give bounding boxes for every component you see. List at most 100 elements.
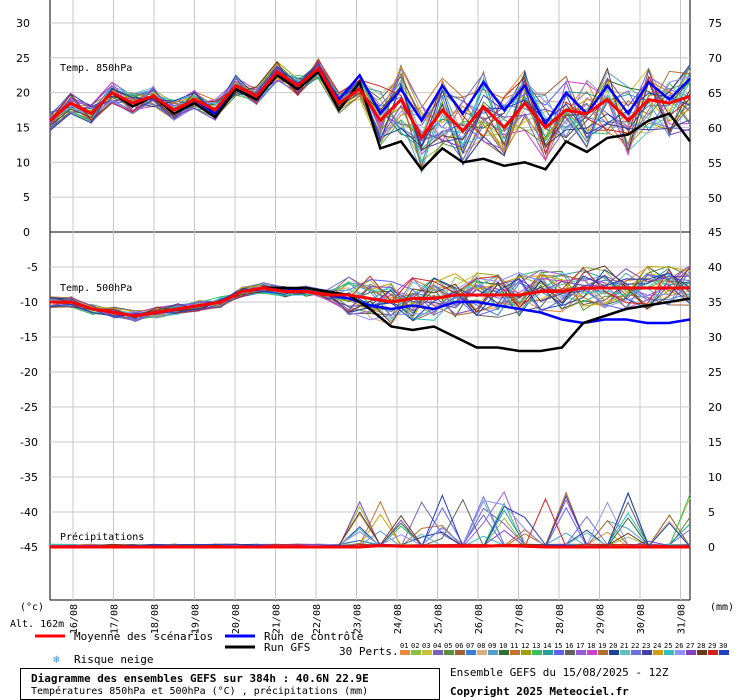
t500-right-tick: 5	[708, 506, 715, 519]
legend-member-number: 24	[653, 642, 661, 650]
date-label: 26/08	[474, 604, 485, 634]
member-line-500	[49, 267, 691, 318]
date-label: 28/08	[555, 604, 566, 634]
date-label: 16/08	[69, 604, 80, 634]
mean-line-500	[50, 286, 690, 318]
date-label: 29/08	[596, 604, 607, 634]
legend-member-number: 02	[411, 642, 419, 650]
t500-right-tick: 35	[708, 296, 722, 309]
legend-member-number: 30	[719, 642, 727, 650]
legend-control-label: Run de contrôle	[264, 630, 363, 643]
date-label: 30/08	[636, 604, 647, 634]
legend-member-number: 03	[422, 642, 430, 650]
t500-right-tick: 25	[708, 366, 722, 379]
legend-member-swatch	[576, 650, 586, 655]
t500-tick-label: -45	[20, 541, 38, 554]
date-label: 19/08	[191, 604, 202, 634]
t500-right-tick: 45	[708, 226, 722, 239]
date-label: 18/08	[150, 604, 161, 634]
legend-member-number: 17	[576, 642, 584, 650]
legend-member-swatch	[543, 650, 553, 655]
legend-member-swatch	[642, 650, 652, 655]
t850-right-tick: 65	[708, 87, 722, 100]
legend-member-number: 19	[598, 642, 606, 650]
t500-right-tick: 30	[708, 331, 722, 344]
t850-right-tick: 50	[708, 192, 722, 205]
t850-right-tick: 75	[708, 17, 722, 30]
legend-member-swatch	[598, 650, 608, 655]
legend-perts-label: 30 Perts.	[339, 645, 399, 658]
legend-member-number: 27	[686, 642, 694, 650]
legend-member-swatch	[422, 650, 432, 655]
date-label: 17/08	[110, 604, 121, 634]
legend-member-swatch	[477, 650, 487, 655]
legend-member-number: 23	[642, 642, 650, 650]
t850-label: Temp. 850hPa	[60, 63, 132, 74]
t850-tick-label: 5	[23, 191, 30, 204]
date-label: 21/08	[272, 604, 283, 634]
legend-member-swatch	[499, 650, 509, 655]
date-label: 25/08	[434, 604, 445, 634]
legend-member-swatch	[697, 650, 707, 655]
ensemble-members	[49, 57, 691, 548]
legend-snow-label: Risque neige	[74, 653, 153, 666]
legend-member-number: 20	[609, 642, 617, 650]
copyright: Copyright 2025 Meteociel.fr	[450, 685, 629, 698]
legend-member-swatch	[532, 650, 542, 655]
t500-tick-label: -30	[20, 436, 38, 449]
member-line-850	[49, 65, 691, 153]
t500-right-tick: 15	[708, 436, 722, 449]
legend-member-swatch	[554, 650, 564, 655]
t500-label: Temp. 500hPa	[60, 283, 132, 294]
t500-tick-label: -40	[20, 506, 38, 519]
member-line-500	[49, 265, 691, 325]
mean-line-precip	[50, 544, 690, 549]
t850-tick-label: 15	[16, 122, 30, 135]
t850-tick-label: 0	[23, 226, 30, 239]
legend-member-number: 01	[400, 642, 408, 650]
t500-tick-label: -10	[20, 296, 38, 309]
t500-tick-label: -15	[20, 331, 38, 344]
legend-member-swatch	[620, 650, 630, 655]
legend-gfs-label: Run GFS	[264, 641, 310, 654]
t850-tick-label: 20	[16, 87, 30, 100]
t850-right-tick: 60	[708, 122, 722, 135]
date-label: 22/08	[312, 604, 323, 634]
legend-member-swatch	[719, 650, 729, 655]
date-label: 27/08	[515, 604, 526, 634]
legend-member-number: 09	[488, 642, 496, 650]
units-left: (°c)	[20, 602, 44, 613]
legend-member-swatch	[631, 650, 641, 655]
legend-member-swatch	[433, 650, 443, 655]
t500-tick-label: -25	[20, 401, 38, 414]
axis-labels: 16/08 17/08 18/08 19/08 20/08 21/08 22/08 23/08…	[10, 17, 734, 634]
legend-member-number: 25	[664, 642, 672, 650]
legend-member-swatch	[675, 650, 685, 655]
t500-tick-label: -35	[20, 471, 38, 484]
t850-right-tick: 55	[708, 157, 722, 170]
legend-mean-label: Moyenne des scénarios	[74, 630, 213, 643]
legend-member-number: 12	[521, 642, 529, 650]
legend-member-number: 29	[708, 642, 716, 650]
t850-tick-label: 30	[16, 17, 30, 30]
member-line-500	[49, 268, 691, 318]
legend-member-number: 11	[510, 642, 518, 650]
legend-member-swatch	[466, 650, 476, 655]
date-label: 20/08	[231, 604, 242, 634]
footer-subtitle: Températures 850hPa et 500hPa (°C) , pré…	[31, 686, 369, 697]
legend-member-number: 10	[499, 642, 507, 650]
date-label: 24/08	[393, 604, 404, 634]
legend-member-number: 06	[455, 642, 463, 650]
legend-member-swatch	[444, 650, 454, 655]
legend-member-number: 07	[466, 642, 474, 650]
precip-label: Précipitations	[60, 531, 144, 543]
legend-member-number: 18	[587, 642, 595, 650]
legend-member-number: 26	[675, 642, 683, 650]
run-info: Ensemble GEFS du 15/08/2025 - 12Z	[450, 666, 669, 679]
legend-member-swatch	[510, 650, 520, 655]
legend-member-swatch	[521, 650, 531, 655]
t500-right-tick: 20	[708, 401, 722, 414]
footer-box: Diagramme des ensembles GEFS sur 384h : …	[20, 668, 440, 700]
altitude: Alt. 162m	[10, 619, 64, 630]
ensemble-chart: 16/08 17/08 18/08 19/08 20/08 21/08 22/08 23/08…	[10, 0, 734, 666]
